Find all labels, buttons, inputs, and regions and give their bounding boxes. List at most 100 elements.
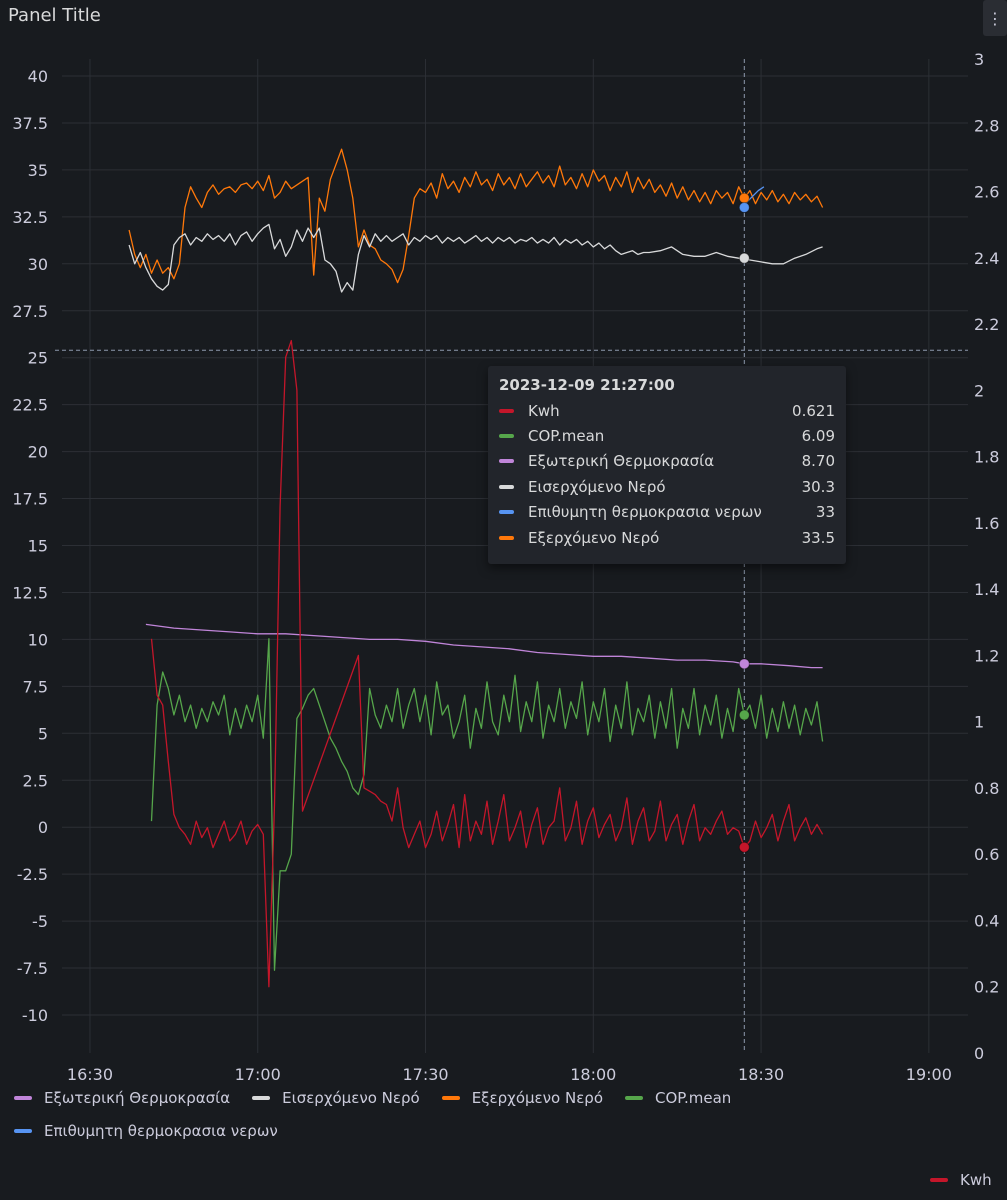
tooltip-series-value: 8.70 [801, 452, 835, 471]
legend-color-swatch [441, 1096, 460, 1100]
y-left-tick-label: 20 [28, 443, 48, 462]
tooltip-series-name: Kwh [528, 401, 560, 420]
y-right-tick-label: 0.6 [974, 845, 999, 864]
legend-color-swatch [14, 1129, 32, 1133]
tooltip: 2023-12-09 21:27:00 Kwh 0.621 COP.mean 6.09… [488, 366, 846, 564]
y-left-tick-label: 5 [38, 724, 48, 743]
tooltip-row: Εξερχόμενο Νερό 33.5 [499, 525, 835, 550]
y-left-tick-label: 22.5 [12, 396, 48, 415]
x-tick-label: 17:30 [402, 1065, 448, 1084]
legend-color-swatch [930, 1178, 948, 1182]
tooltip-series-name: Εισερχόμενο Νερό [528, 477, 666, 496]
legend-label: Εξερχόμενο Νερό [471, 1089, 604, 1107]
legend-item[interactable]: COP.mean [625, 1089, 731, 1107]
x-tick-label: 18:30 [738, 1065, 784, 1084]
y-left-tick-label: 12.5 [12, 583, 48, 602]
y-left-tick-label: 10 [28, 630, 48, 649]
legend-label: Εξωτερική Θερμοκρασία [44, 1089, 231, 1107]
y-right-tick-label: 2.4 [974, 249, 999, 268]
tooltip-series-value: 33 [815, 503, 835, 522]
legend-item[interactable]: Εισερχόμενο Νερό [252, 1089, 420, 1107]
tooltip-row: COP.mean 6.09 [499, 423, 835, 448]
legend-color-swatch [252, 1096, 271, 1100]
x-tick-label: 19:00 [906, 1065, 952, 1084]
series-line [128, 148, 824, 284]
tooltip-series-value: 0.621 [792, 401, 835, 420]
tooltip-time: 2023-12-09 21:27:00 [499, 376, 675, 394]
x-tick-label: 16:30 [67, 1065, 113, 1084]
y-left-tick-label: 30 [28, 255, 48, 274]
tooltip-series-value: 6.09 [801, 427, 835, 446]
series-color-swatch [499, 434, 514, 439]
y-right-tick-label: 1.4 [974, 580, 999, 599]
series-line [150, 339, 824, 988]
y-right-tick-label: 2 [974, 381, 984, 400]
y-left-tick-label: -7.5 [17, 959, 48, 978]
hover-point [738, 709, 750, 721]
y-right-tick-label: 1.2 [974, 646, 999, 665]
y-left-tick-label: 2.5 [23, 771, 48, 790]
hover-point [738, 841, 750, 853]
kebab-menu-icon[interactable]: ⋮ [983, 0, 1007, 36]
tooltip-row: Επιθυμητη θερμοκρασια νερων 33 [499, 500, 835, 525]
y-left-tick-label: -5 [32, 912, 48, 931]
hover-point [738, 658, 750, 670]
legend-right: Kwh [930, 1171, 992, 1189]
tooltip-series-name: Επιθυμητη θερμοκρασια νερων [528, 503, 762, 522]
tooltip-series-name: COP.mean [528, 427, 605, 446]
y-left-tick-label: 0 [38, 818, 48, 837]
legend-item[interactable]: Εξερχόμενο Νερό [441, 1089, 604, 1107]
y-right-tick-label: 3 [974, 50, 984, 69]
legend-label: Kwh [960, 1171, 992, 1189]
tooltip-series-value: 33.5 [801, 528, 835, 547]
legend-label: COP.mean [655, 1089, 732, 1107]
tooltip-row: Kwh 0.621 [499, 398, 835, 423]
legend-row-2: Επιθυμητη θερμοκρασια νερων [14, 1122, 278, 1140]
hover-point [738, 252, 750, 264]
series-color-swatch [499, 459, 514, 464]
y-left-tick-label: 25 [28, 349, 48, 368]
series-line [145, 623, 823, 669]
y-right-tick-label: 2.2 [974, 315, 999, 334]
y-right-tick-label: 2.6 [974, 183, 999, 202]
y-left-tick-label: 32.5 [12, 208, 48, 227]
y-left-tick-label: 40 [28, 67, 48, 86]
series-color-swatch [499, 408, 514, 413]
y-right-tick-label: 0.2 [974, 978, 999, 997]
tooltip-series-name: Εξωτερική Θερμοκρασία [528, 452, 715, 471]
series-color-swatch [499, 535, 514, 540]
y-left-tick-label: -2.5 [17, 865, 48, 884]
series-color-swatch [499, 484, 514, 489]
tooltip-series-name: Εξερχόμενο Νερό [528, 528, 660, 547]
y-left-tick-label: 27.5 [12, 302, 48, 321]
y-left-tick-label: 7.5 [23, 677, 48, 696]
y-right-tick-label: 1 [974, 713, 984, 732]
legend-color-swatch [14, 1096, 32, 1100]
y-right-tick-label: 0 [974, 1044, 984, 1063]
y-right-tick-label: 0.4 [974, 911, 999, 930]
series-line [128, 223, 823, 293]
legend-color-swatch [625, 1096, 644, 1100]
hover-point [738, 192, 750, 204]
legend-item[interactable]: Εξωτερική Θερμοκρασία [14, 1089, 230, 1107]
series-color-swatch [499, 510, 514, 515]
tooltip-row: Εξωτερική Θερμοκρασία 8.70 [499, 449, 835, 474]
y-right-tick-label: 2.8 [974, 116, 999, 135]
legend-item[interactable]: Kwh [930, 1171, 992, 1189]
y-left-tick-label: -10 [22, 1006, 48, 1025]
hover-point [738, 201, 750, 213]
y-right-tick-label: 1.6 [974, 514, 999, 533]
series-line [150, 638, 824, 971]
legend-label: Εισερχόμενο Νερό [282, 1089, 420, 1107]
x-tick-label: 18:00 [570, 1065, 616, 1084]
y-left-tick-label: 15 [28, 537, 48, 556]
panel-title: Panel Title [8, 5, 101, 26]
y-left-tick-label: 35 [28, 161, 48, 180]
legend-row-1: Εξωτερική Θερμοκρασία Εισερχόμενο Νερό Εξε… [14, 1089, 731, 1107]
x-tick-label: 17:00 [235, 1065, 281, 1084]
legend-label: Επιθυμητη θερμοκρασια νερων [44, 1122, 278, 1140]
y-right-tick-label: 1.8 [974, 448, 999, 467]
tooltip-series-value: 30.3 [801, 477, 835, 496]
legend-item[interactable]: Επιθυμητη θερμοκρασια νερων [14, 1122, 278, 1140]
